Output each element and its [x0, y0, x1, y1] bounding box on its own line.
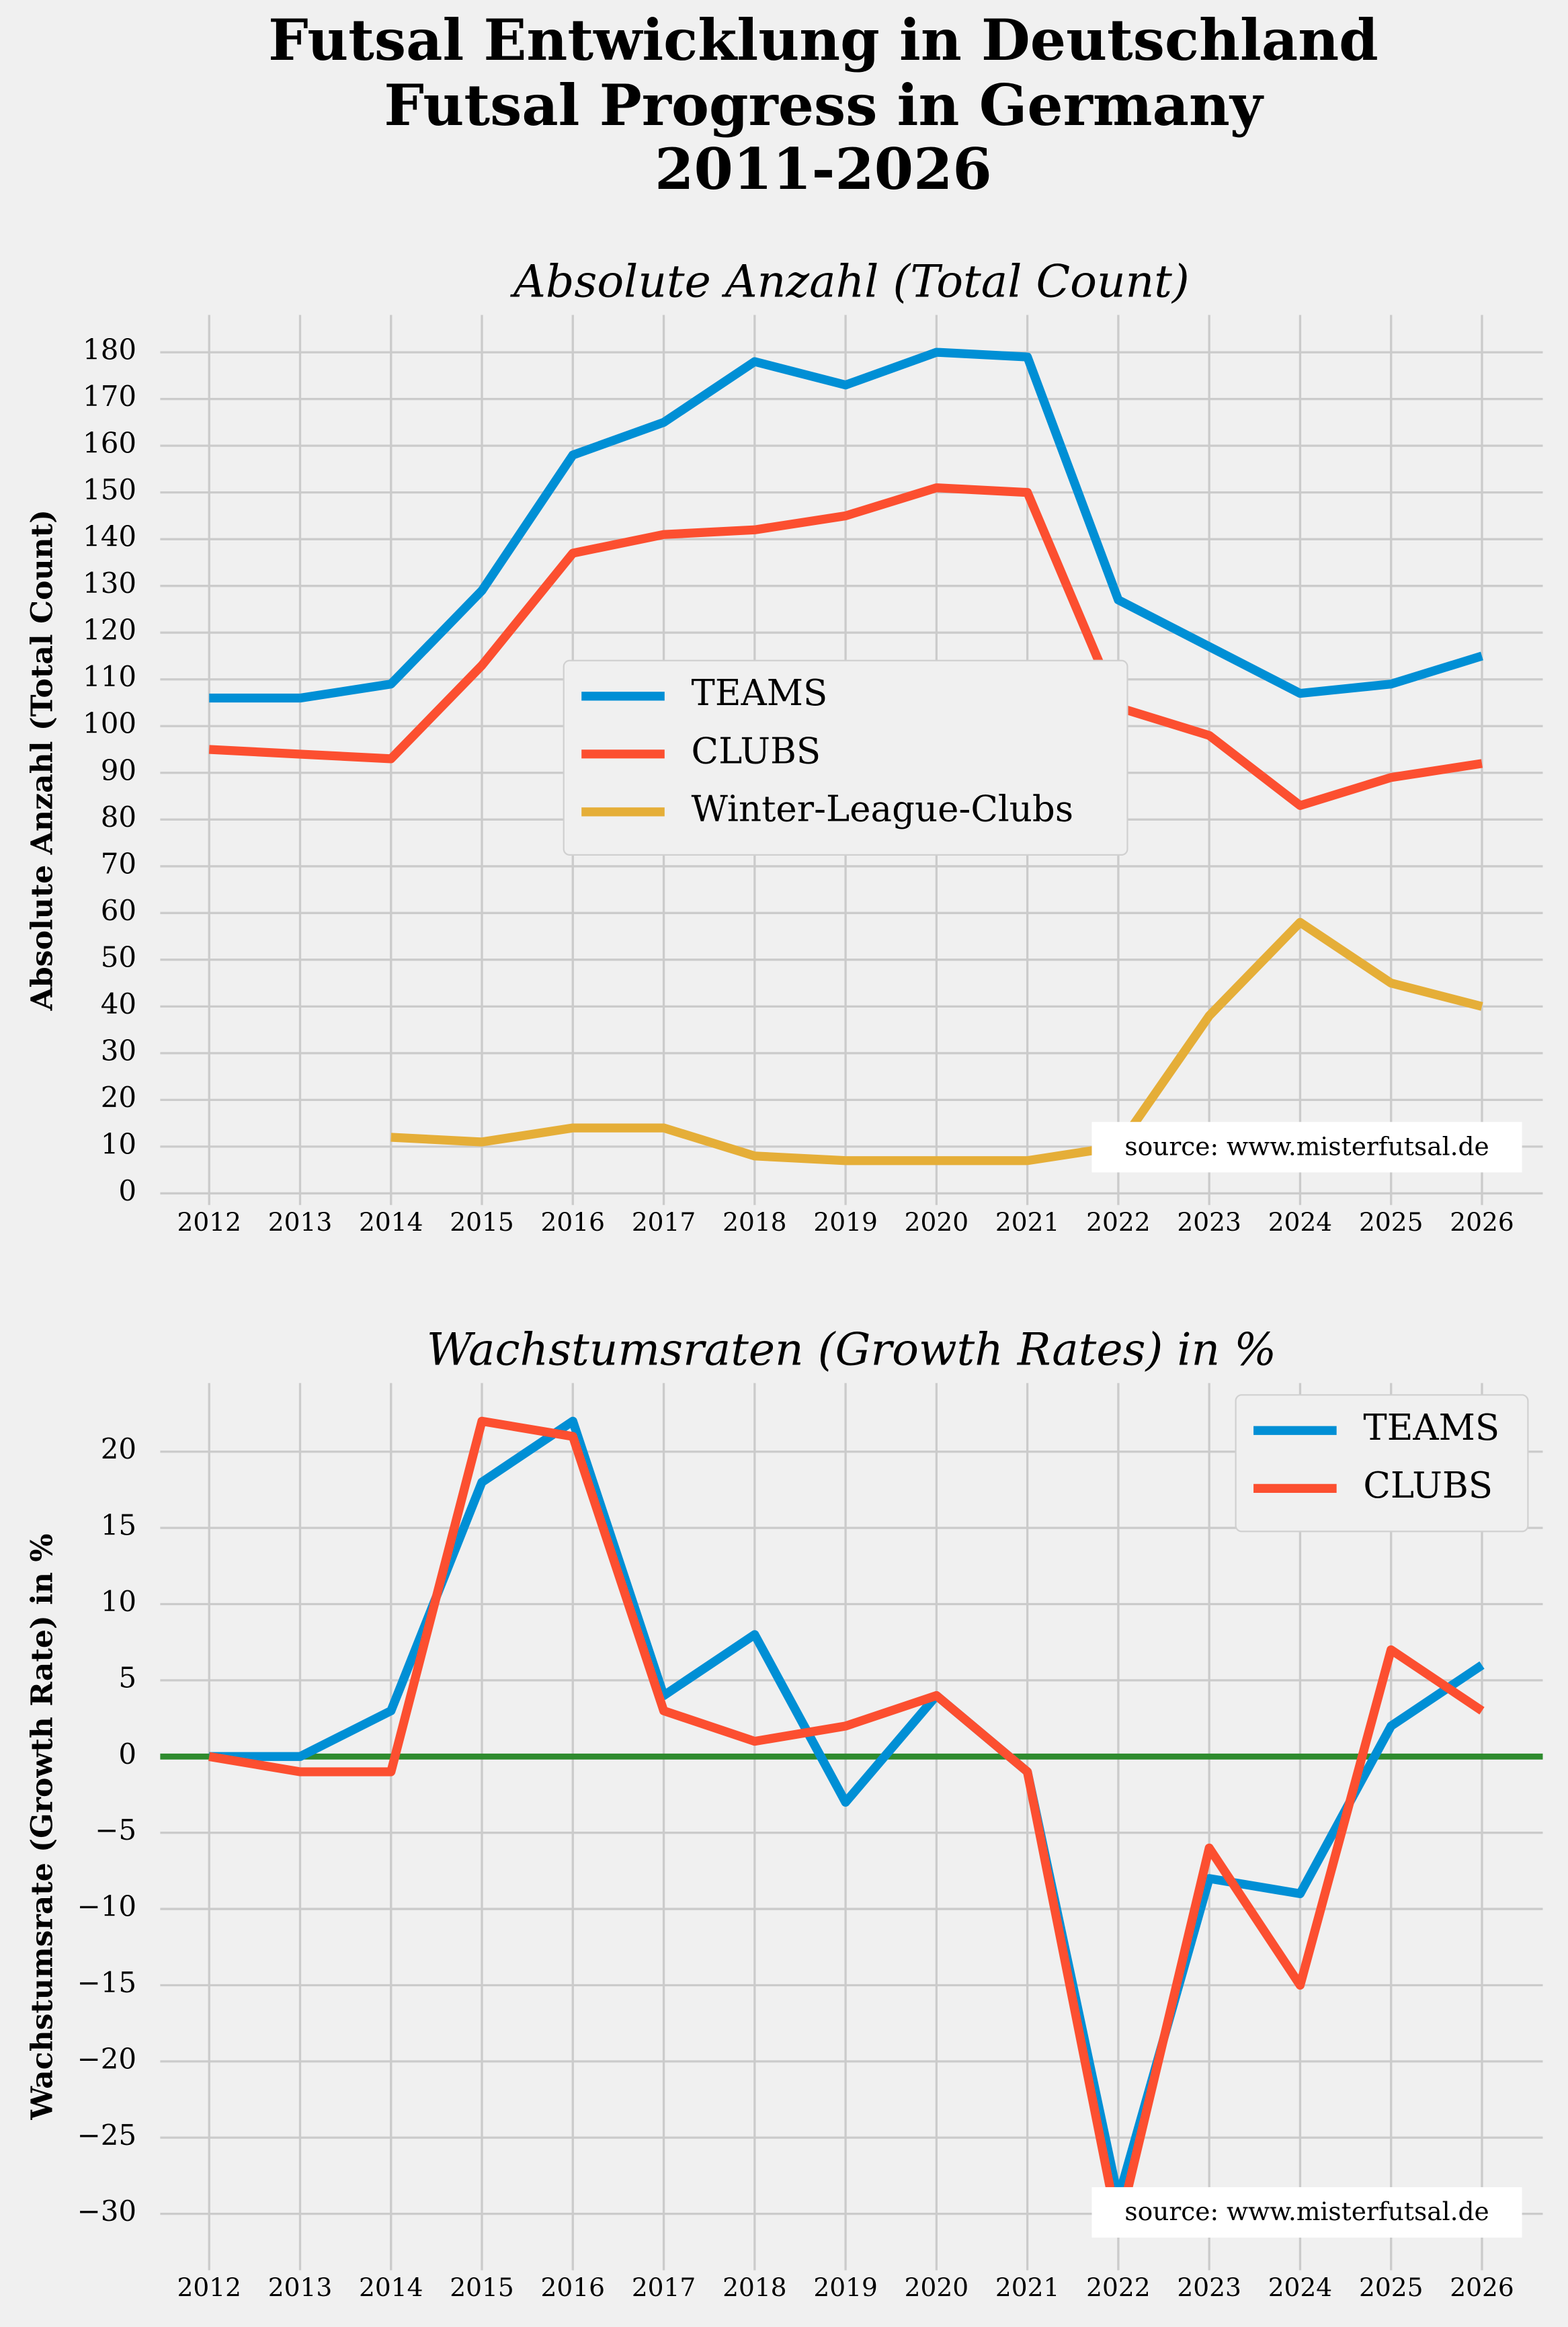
x-tick-label: 2016: [541, 1207, 605, 1237]
x-tick-label: 2021: [995, 1207, 1059, 1237]
y-tick-label: 110: [83, 660, 136, 693]
x-tick-label: 2020: [905, 1207, 968, 1237]
y-tick-label: 0: [118, 1738, 136, 1770]
series-line: [390, 917, 1483, 1166]
y-tick-label: 100: [83, 707, 136, 740]
x-tick-label: 2015: [450, 2273, 513, 2302]
main-title: Futsal Entwicklung in Deutschland: [268, 7, 1378, 73]
x-tick-label: 2023: [1177, 2273, 1241, 2302]
legend-label: CLUBS: [1363, 1465, 1493, 1506]
chart-title: Absolute Anzahl (Total Count): [509, 255, 1190, 307]
x-tick-label: 2022: [1086, 2273, 1150, 2302]
x-tick-label: 2012: [177, 2273, 241, 2302]
y-tick-label: 40: [101, 987, 136, 1020]
y-tick-label: 90: [101, 753, 136, 786]
y-tick-label: 180: [83, 333, 136, 366]
y-tick-label: 60: [101, 894, 136, 927]
x-tick-label: 2024: [1268, 1207, 1332, 1237]
y-tick-label: −15: [77, 1966, 136, 1999]
x-tick-label: 2017: [632, 1207, 696, 1237]
x-tick-label: 2022: [1086, 1207, 1150, 1237]
x-tick-label: 2023: [1177, 1207, 1241, 1237]
x-tick-label: 2026: [1450, 1207, 1514, 1237]
y-tick-label: −20: [77, 2042, 136, 2075]
y-axis-label: Absolute Anzahl (Total Count): [26, 509, 60, 1011]
annotation-box: [1091, 2187, 1522, 2238]
series-line: [209, 348, 1483, 703]
y-tick-label: 140: [83, 520, 136, 553]
y-tick-label: 0: [118, 1174, 136, 1207]
x-tick-label: 2013: [268, 1207, 332, 1237]
x-tick-label: 2021: [995, 2273, 1059, 2302]
annotation: source: www.misterfutsal.de: [1124, 1131, 1489, 1161]
series-line: [208, 483, 1483, 811]
main-title: 2011-2026: [655, 136, 992, 202]
y-tick-label: 10: [101, 1585, 136, 1618]
x-tick-label: 2025: [1359, 2273, 1423, 2302]
x-tick-label: 2019: [813, 1207, 877, 1237]
y-tick-label: −30: [77, 2195, 136, 2228]
y-tick-label: 120: [83, 614, 136, 647]
y-tick-label: 70: [101, 847, 136, 880]
legend-label: CLUBS: [692, 731, 821, 772]
x-tick-label: 2012: [177, 1207, 241, 1237]
main-title: Futsal Progress in Germany: [384, 72, 1264, 138]
legend-box: [563, 659, 1128, 856]
x-tick-label: 2019: [813, 2273, 877, 2302]
series-line: [208, 1416, 1485, 2234]
y-tick-label: 170: [83, 380, 136, 413]
y-tick-label: 50: [101, 940, 136, 973]
x-tick-label: 2018: [723, 2273, 786, 2302]
y-tick-label: 20: [101, 1432, 136, 1465]
legend-label: TEAMS: [692, 673, 828, 714]
y-tick-label: 160: [83, 427, 136, 460]
series-line: [209, 1416, 1485, 2203]
y-tick-label: 150: [83, 473, 136, 506]
y-tick-label: −10: [77, 1890, 136, 1923]
x-tick-label: 2020: [905, 2273, 968, 2302]
y-tick-label: −25: [77, 2119, 136, 2152]
x-tick-label: 2025: [1359, 1207, 1423, 1237]
x-tick-label: 2026: [1450, 2273, 1514, 2302]
y-tick-label: 80: [101, 801, 136, 833]
y-tick-label: 5: [118, 1661, 136, 1694]
x-tick-label: 2017: [632, 2273, 696, 2302]
y-tick-label: 30: [101, 1034, 136, 1067]
y-tick-label: 15: [101, 1509, 136, 1542]
y-axis-label: Wachstumsrate (Growth Rate) in %: [26, 1534, 60, 2121]
y-tick-label: 20: [101, 1081, 136, 1114]
annotation: source: www.misterfutsal.de: [1124, 2197, 1489, 2226]
chart-title: Wachstumsraten (Growth Rates) in %: [427, 1324, 1276, 1376]
x-tick-label: 2013: [268, 2273, 332, 2302]
y-tick-label: −5: [95, 1813, 136, 1846]
x-tick-label: 2018: [723, 1207, 786, 1237]
annotation-box: [1091, 1122, 1522, 1173]
y-tick-label: 130: [83, 567, 136, 600]
y-tick-label: 10: [101, 1127, 136, 1160]
x-tick-label: 2024: [1268, 2273, 1332, 2302]
x-tick-label: 2016: [541, 2273, 605, 2302]
legend-label: TEAMS: [1363, 1407, 1499, 1448]
x-tick-label: 2015: [450, 1207, 513, 1237]
x-tick-label: 2014: [359, 2273, 423, 2302]
legend-label: Winter-League-Clubs: [692, 788, 1073, 829]
x-tick-label: 2014: [359, 1207, 423, 1237]
